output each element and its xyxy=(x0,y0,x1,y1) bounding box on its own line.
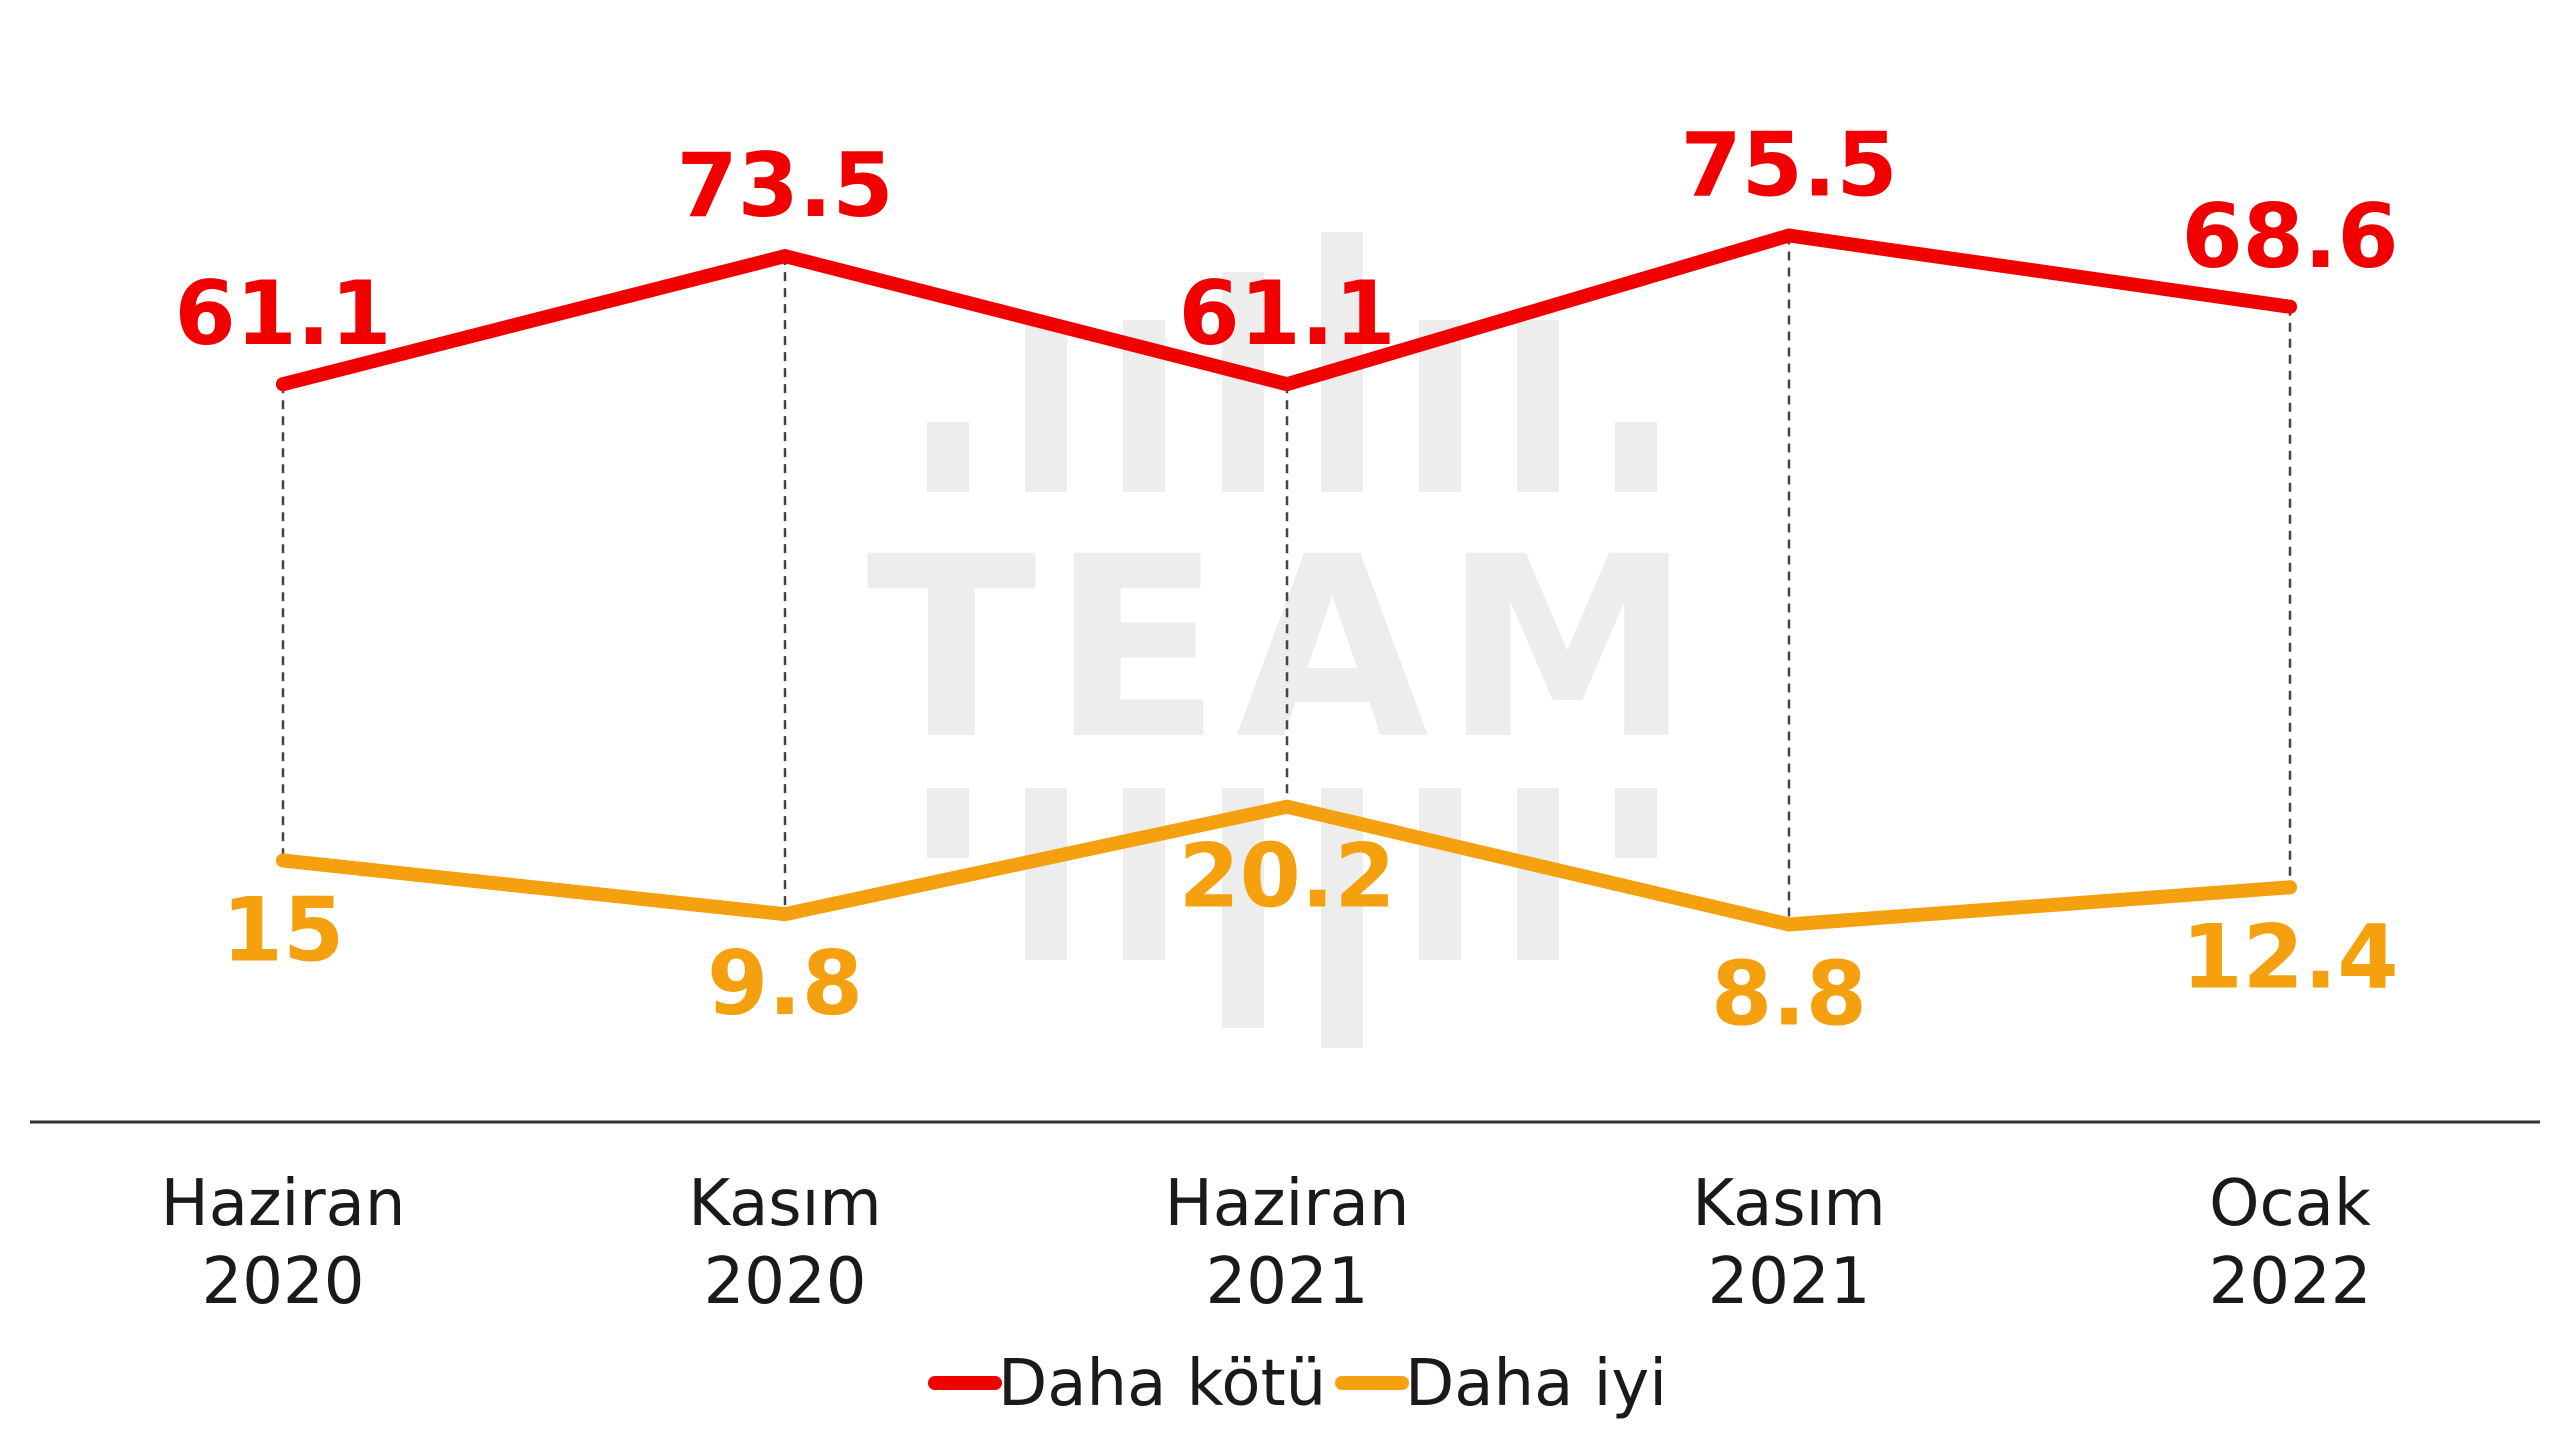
watermark-bar xyxy=(927,422,969,492)
data-point xyxy=(276,853,290,868)
data-label-better: 9.8 xyxy=(707,932,863,1035)
data-point xyxy=(1280,799,1294,814)
watermark-bar xyxy=(1419,788,1461,960)
watermark-bar xyxy=(1615,422,1657,492)
x-tick-label: 2020 xyxy=(202,1245,365,1319)
watermark-bar xyxy=(1615,788,1657,858)
x-tick-label: Kasım xyxy=(688,1167,882,1241)
data-point xyxy=(778,249,792,264)
x-tick-label: Haziran xyxy=(161,1167,406,1241)
legend-label: Daha iyi xyxy=(1405,1347,1667,1421)
x-axis-labels: Haziran2020Kasım2020Haziran2021Kasım2021… xyxy=(161,1167,2372,1319)
watermark-bar xyxy=(1321,788,1363,1048)
watermark-logo: TEAM xyxy=(866,232,1706,1048)
data-point xyxy=(276,377,290,392)
data-point xyxy=(1280,377,1294,392)
data-point xyxy=(2283,299,2297,314)
x-tick-label: Kasım xyxy=(1692,1167,1886,1241)
watermark-bar xyxy=(1222,788,1264,1028)
data-label-worse: 73.5 xyxy=(676,134,893,237)
legend: Daha kötü Daha iyi xyxy=(928,1347,1667,1421)
data-label-better: 8.8 xyxy=(1711,942,1867,1045)
data-label-better: 12.4 xyxy=(2181,905,2398,1008)
data-label-better: 20.2 xyxy=(1178,825,1395,928)
watermark-bar xyxy=(1123,788,1165,960)
data-label-better: 15 xyxy=(222,878,344,981)
data-label-worse: 68.6 xyxy=(2181,185,2398,288)
data-point xyxy=(1782,228,1796,243)
watermark-bar xyxy=(1025,320,1067,492)
data-point xyxy=(2283,880,2297,895)
x-tick-label: 2021 xyxy=(1206,1245,1369,1319)
data-point xyxy=(778,907,792,922)
x-tick-label: 2021 xyxy=(1708,1245,1871,1319)
data-label-worse: 61.1 xyxy=(174,262,391,365)
watermark-bar xyxy=(1517,320,1559,492)
legend-label: Daha kötü xyxy=(998,1347,1326,1421)
data-label-worse: 61.1 xyxy=(1178,262,1395,365)
series-lines xyxy=(276,228,2297,932)
x-tick-label: 2022 xyxy=(2209,1245,2372,1319)
x-tick-label: 2020 xyxy=(704,1245,867,1319)
vertical-guides xyxy=(281,235,2292,925)
watermark-bar xyxy=(1025,788,1067,960)
data-label-worse: 75.5 xyxy=(1680,113,1897,216)
data-labels: 61.1 73.5 61.1 75.5 68.6 15 9.8 20.2 8.8 12.4 xyxy=(174,113,2398,1045)
data-point xyxy=(1782,917,1796,932)
watermark-text: TEAM xyxy=(866,503,1706,794)
x-tick-label: Haziran xyxy=(1165,1167,1410,1241)
watermark-bar xyxy=(927,788,969,858)
x-tick-label: Ocak xyxy=(2209,1167,2371,1241)
